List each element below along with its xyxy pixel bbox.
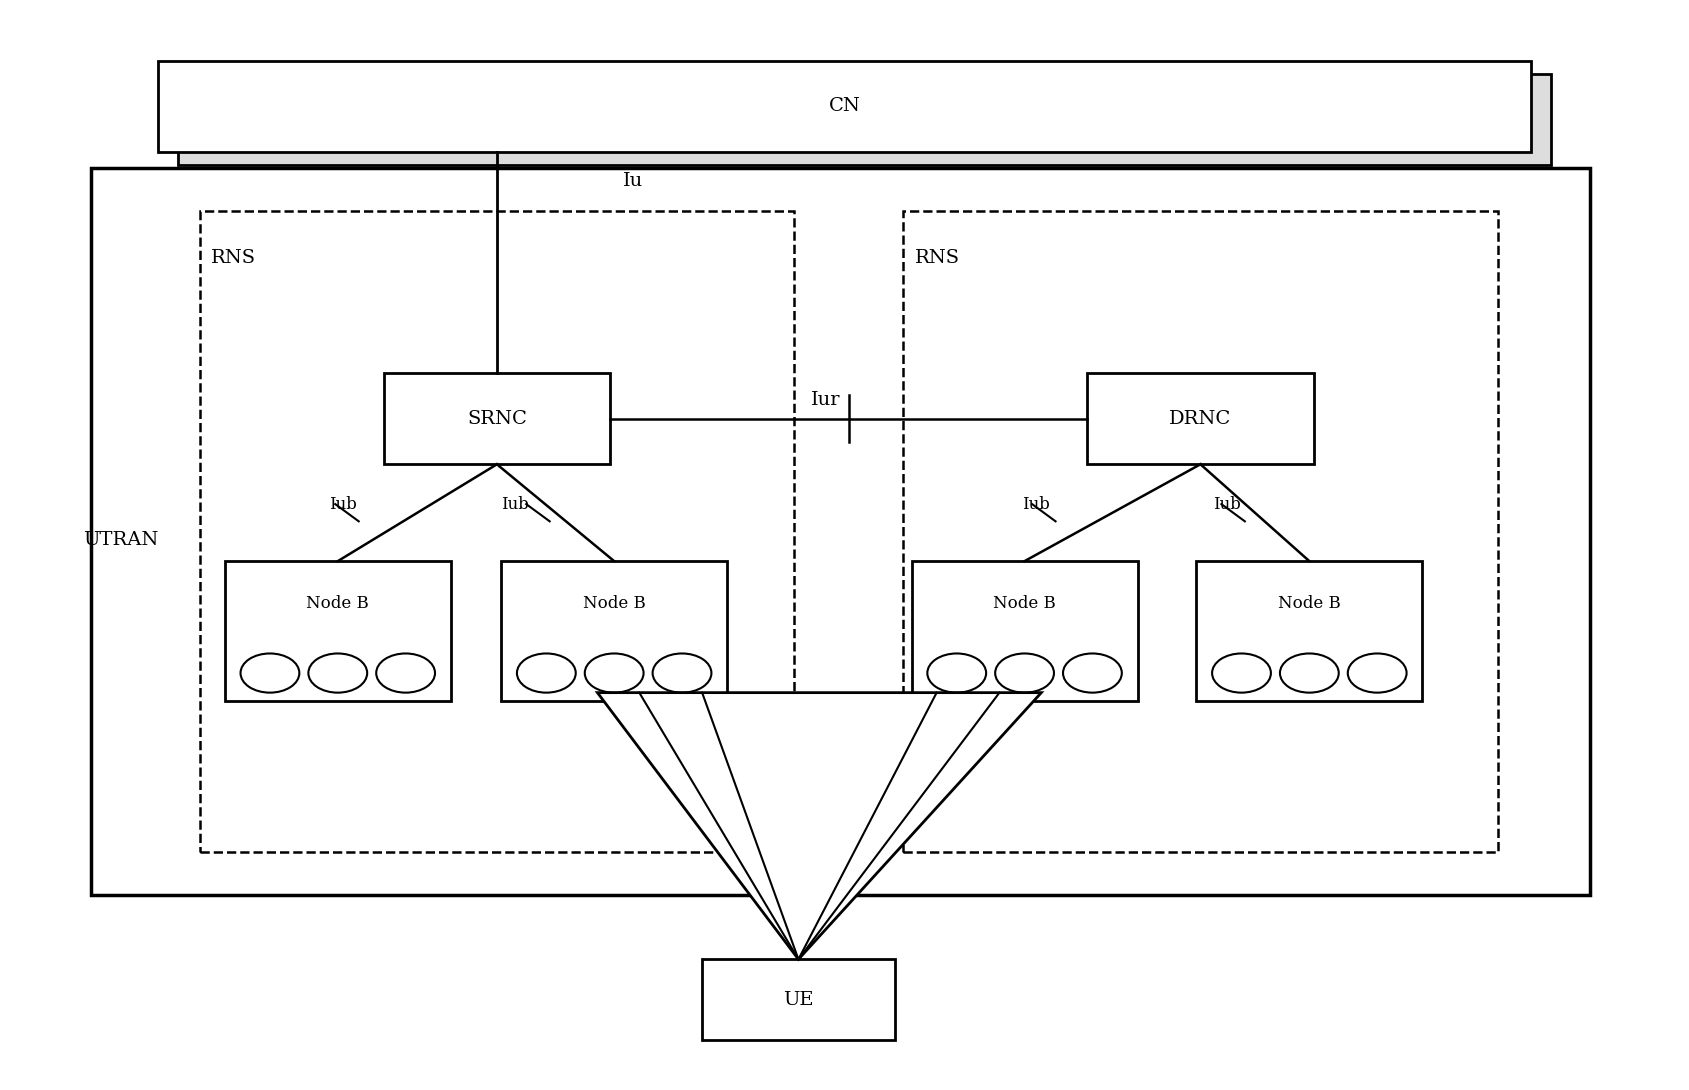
Bar [383, 373, 610, 464]
Ellipse shape [1280, 654, 1339, 692]
Text: SRNC: SRNC [466, 410, 527, 427]
Text: UE: UE [784, 991, 814, 1008]
Bar [703, 959, 895, 1040]
Bar [912, 561, 1138, 701]
Text: Node B: Node B [306, 595, 370, 611]
Ellipse shape [1062, 654, 1121, 692]
Ellipse shape [652, 654, 711, 692]
Bar [177, 74, 1552, 165]
Bar [1088, 373, 1314, 464]
Text: Iu: Iu [623, 172, 644, 191]
Text: Node B: Node B [1279, 595, 1341, 611]
Bar [91, 168, 1589, 895]
Ellipse shape [240, 654, 299, 692]
Text: RNS: RNS [915, 250, 959, 267]
Bar [1196, 561, 1422, 701]
Text: Iur: Iur [811, 390, 841, 409]
Bar [157, 61, 1532, 153]
Text: Node B: Node B [993, 595, 1056, 611]
Text: DRNC: DRNC [1169, 410, 1231, 427]
Ellipse shape [517, 654, 576, 692]
Ellipse shape [377, 654, 436, 692]
Text: Iub: Iub [1022, 496, 1051, 512]
Polygon shape [598, 692, 1042, 959]
Bar [225, 561, 451, 701]
Text: Node B: Node B [583, 595, 645, 611]
Text: Iub: Iub [1213, 496, 1241, 512]
Ellipse shape [927, 654, 986, 692]
Text: Iub: Iub [329, 496, 356, 512]
Bar [502, 561, 728, 701]
Ellipse shape [1348, 654, 1407, 692]
Bar [904, 211, 1498, 851]
Ellipse shape [1213, 654, 1270, 692]
Ellipse shape [309, 654, 367, 692]
Bar [199, 211, 794, 851]
Text: UTRAN: UTRAN [83, 531, 159, 548]
Ellipse shape [584, 654, 644, 692]
Text: Iub: Iub [502, 496, 529, 512]
Text: RNS: RNS [211, 250, 257, 267]
Text: CN: CN [829, 97, 860, 116]
Ellipse shape [995, 654, 1054, 692]
